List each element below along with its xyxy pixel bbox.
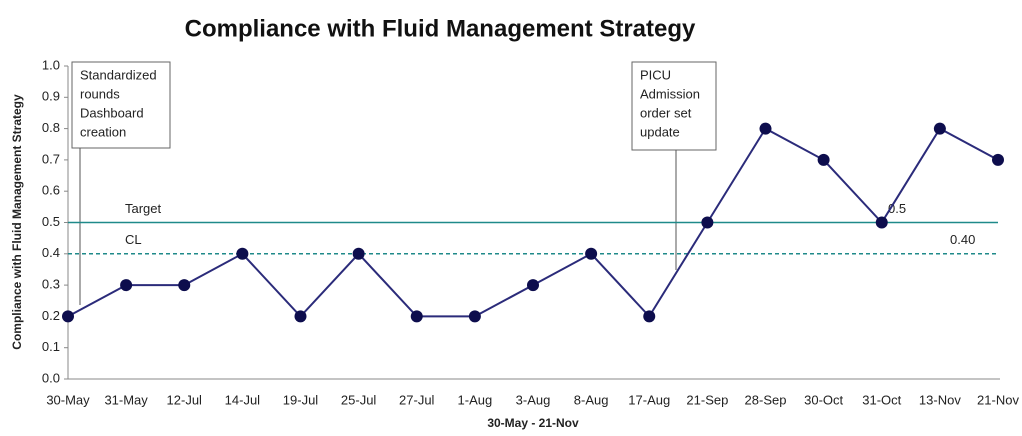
annotation-text: order set (640, 105, 692, 120)
annotation-text: update (640, 124, 680, 139)
annotation-box (71, 61, 171, 149)
reference-value-label: 0.40 (950, 232, 975, 247)
reference-label: Target (125, 201, 162, 216)
data-point (236, 247, 249, 260)
data-point (410, 310, 423, 323)
data-point (294, 310, 307, 323)
annotation-text: PICU (640, 67, 671, 82)
y-tick-label: 0.5 (42, 214, 60, 229)
annotation-text: rounds (80, 86, 120, 101)
x-tick-label: 30-May (46, 392, 90, 407)
x-tick-label: 21-Nov (977, 392, 1019, 407)
x-tick-label: 25-Jul (341, 392, 377, 407)
data-point (527, 279, 539, 292)
y-tick-label: 0.9 (42, 89, 60, 104)
y-tick-label: 0.3 (42, 277, 60, 292)
annotation-text: Dashboard (80, 105, 144, 120)
x-tick-label: 1-Aug (458, 392, 493, 407)
annotation-text: Standardized (80, 67, 157, 82)
reference-label: CL (125, 232, 142, 247)
data-point (759, 122, 772, 135)
x-tick-label: 27-Jul (399, 392, 435, 407)
x-tick-label: 30-Oct (804, 392, 843, 407)
data-point (120, 279, 133, 292)
y-tick-label: 1.0 (42, 57, 60, 72)
x-tick-label: 21-Sep (686, 392, 728, 407)
x-axis-label: 30-May - 21-Nov (487, 416, 579, 430)
annotation-text: creation (80, 124, 126, 139)
y-tick-label: 0.8 (42, 120, 60, 135)
x-tick-label: 14-Jul (225, 392, 261, 407)
data-point (992, 153, 1004, 166)
x-tick-label: 13-Nov (919, 392, 961, 407)
data-point (933, 122, 946, 135)
x-tick-label: 31-Oct (862, 392, 901, 407)
data-point (875, 216, 888, 229)
data-point (817, 153, 830, 166)
x-tick-label: 8-Aug (574, 392, 609, 407)
data-point (585, 247, 598, 260)
data-point (352, 247, 365, 260)
x-tick-label: 31-May (104, 392, 148, 407)
x-tick-label: 3-Aug (516, 392, 551, 407)
annotation-box (631, 61, 717, 151)
data-point (643, 310, 656, 323)
y-axis-label: Compliance with Fluid Management Strateg… (10, 94, 24, 350)
y-tick-label: 0.7 (42, 151, 60, 166)
data-point (701, 216, 714, 229)
x-tick-label: 12-Jul (167, 392, 203, 407)
annotation-text: Admission (640, 86, 700, 101)
data-point (468, 310, 481, 323)
y-tick-label: 0.6 (42, 183, 60, 198)
data-point (62, 310, 74, 323)
x-tick-label: 17-Aug (628, 392, 670, 407)
y-tick-label: 0.4 (42, 245, 60, 260)
y-tick-label: 0.1 (42, 339, 60, 354)
y-tick-label: 0.0 (42, 370, 60, 385)
data-point (178, 279, 191, 292)
chart-title: Compliance with Fluid Management Strateg… (185, 15, 696, 42)
y-tick-label: 0.2 (42, 308, 60, 323)
x-tick-label: 19-Jul (283, 392, 319, 407)
x-tick-label: 28-Sep (745, 392, 787, 407)
